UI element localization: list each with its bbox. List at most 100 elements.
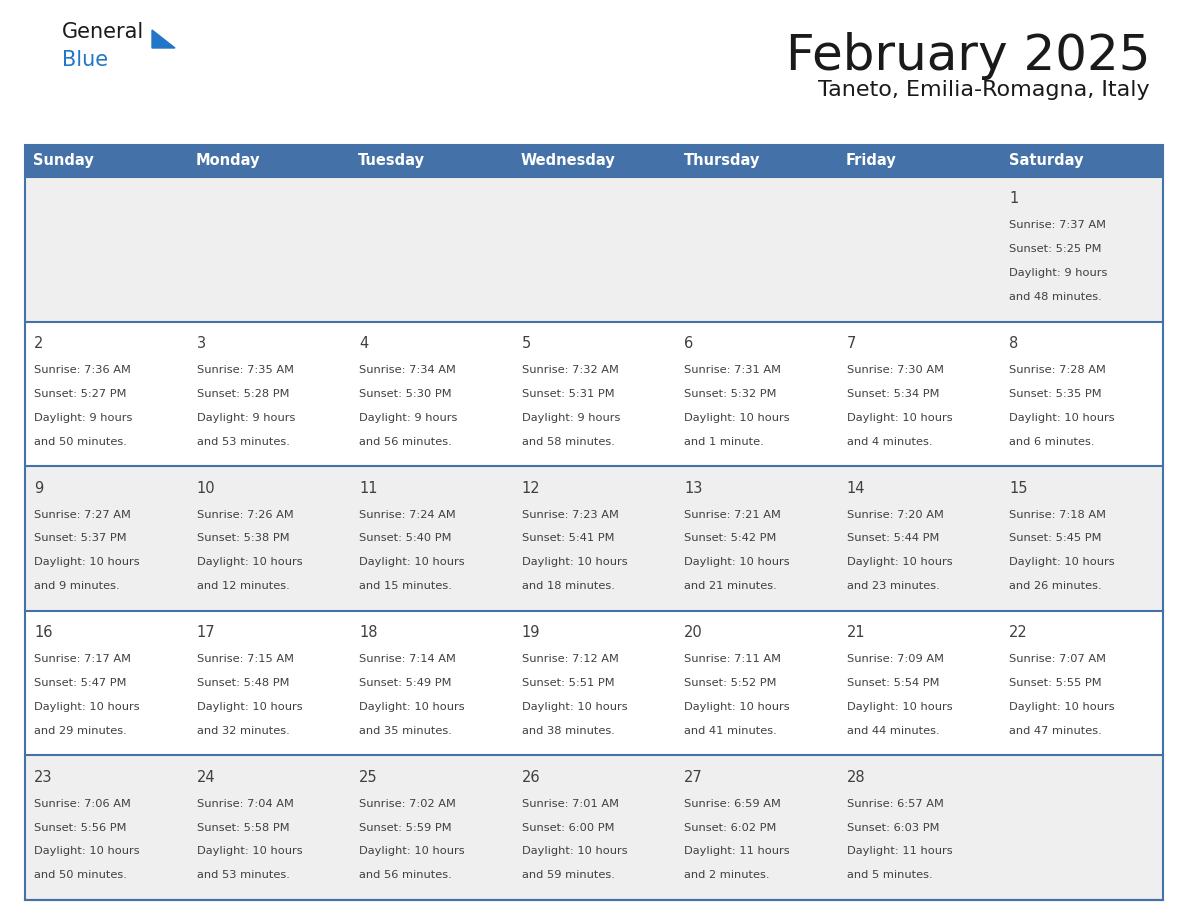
Text: and 53 minutes.: and 53 minutes. bbox=[196, 437, 290, 446]
Text: Daylight: 10 hours: Daylight: 10 hours bbox=[196, 557, 302, 567]
Text: Sunrise: 7:17 AM: Sunrise: 7:17 AM bbox=[34, 655, 131, 665]
Text: 25: 25 bbox=[359, 770, 378, 785]
Text: Daylight: 9 hours: Daylight: 9 hours bbox=[522, 413, 620, 422]
Text: Daylight: 10 hours: Daylight: 10 hours bbox=[359, 557, 465, 567]
Text: Sunrise: 7:01 AM: Sunrise: 7:01 AM bbox=[522, 799, 619, 809]
Text: Sunrise: 7:32 AM: Sunrise: 7:32 AM bbox=[522, 365, 619, 375]
Text: Sunrise: 7:31 AM: Sunrise: 7:31 AM bbox=[684, 365, 782, 375]
Text: Daylight: 10 hours: Daylight: 10 hours bbox=[359, 846, 465, 856]
Text: Daylight: 10 hours: Daylight: 10 hours bbox=[847, 413, 953, 422]
Text: Daylight: 10 hours: Daylight: 10 hours bbox=[522, 557, 627, 567]
Text: Sunset: 5:59 PM: Sunset: 5:59 PM bbox=[359, 823, 451, 833]
Text: 6: 6 bbox=[684, 336, 694, 351]
Text: Monday: Monday bbox=[196, 153, 260, 169]
Text: 16: 16 bbox=[34, 625, 52, 640]
Text: Sunrise: 7:18 AM: Sunrise: 7:18 AM bbox=[1010, 509, 1106, 520]
Text: and 35 minutes.: and 35 minutes. bbox=[359, 726, 451, 735]
Text: Daylight: 10 hours: Daylight: 10 hours bbox=[196, 846, 302, 856]
Bar bbox=[25, 466, 1163, 610]
Bar bbox=[25, 177, 1163, 321]
Text: Sunrise: 7:36 AM: Sunrise: 7:36 AM bbox=[34, 365, 131, 375]
Text: February 2025: February 2025 bbox=[785, 32, 1150, 80]
Bar bbox=[25, 321, 1163, 466]
Text: Daylight: 9 hours: Daylight: 9 hours bbox=[1010, 268, 1107, 278]
Text: and 41 minutes.: and 41 minutes. bbox=[684, 726, 777, 735]
Text: and 48 minutes.: and 48 minutes. bbox=[1010, 292, 1102, 302]
Text: Daylight: 10 hours: Daylight: 10 hours bbox=[1010, 413, 1116, 422]
Text: and 18 minutes.: and 18 minutes. bbox=[522, 581, 614, 591]
Text: Daylight: 9 hours: Daylight: 9 hours bbox=[196, 413, 295, 422]
Text: 26: 26 bbox=[522, 770, 541, 785]
Text: Taneto, Emilia-Romagna, Italy: Taneto, Emilia-Romagna, Italy bbox=[819, 80, 1150, 100]
Text: 3: 3 bbox=[196, 336, 206, 351]
Text: Daylight: 11 hours: Daylight: 11 hours bbox=[684, 846, 790, 856]
Text: Sunrise: 7:28 AM: Sunrise: 7:28 AM bbox=[1010, 365, 1106, 375]
Text: Friday: Friday bbox=[846, 153, 897, 169]
Text: Blue: Blue bbox=[62, 50, 108, 70]
Text: Sunset: 6:03 PM: Sunset: 6:03 PM bbox=[847, 823, 940, 833]
Text: Sunset: 5:35 PM: Sunset: 5:35 PM bbox=[1010, 389, 1102, 398]
Text: and 53 minutes.: and 53 minutes. bbox=[196, 870, 290, 880]
Text: and 6 minutes.: and 6 minutes. bbox=[1010, 437, 1095, 446]
Text: Sunrise: 7:27 AM: Sunrise: 7:27 AM bbox=[34, 509, 131, 520]
Text: and 56 minutes.: and 56 minutes. bbox=[359, 870, 451, 880]
Text: Sunset: 5:42 PM: Sunset: 5:42 PM bbox=[684, 533, 777, 543]
Text: Sunset: 5:25 PM: Sunset: 5:25 PM bbox=[1010, 244, 1102, 254]
Text: Sunrise: 7:24 AM: Sunrise: 7:24 AM bbox=[359, 509, 456, 520]
Text: Sunrise: 7:07 AM: Sunrise: 7:07 AM bbox=[1010, 655, 1106, 665]
Text: 15: 15 bbox=[1010, 481, 1028, 496]
Text: Sunset: 5:47 PM: Sunset: 5:47 PM bbox=[34, 678, 126, 688]
Text: Sunset: 5:37 PM: Sunset: 5:37 PM bbox=[34, 533, 127, 543]
Bar bbox=[25, 145, 1163, 900]
Text: Sunset: 5:54 PM: Sunset: 5:54 PM bbox=[847, 678, 940, 688]
Bar bbox=[25, 610, 1163, 756]
Text: Sunrise: 7:23 AM: Sunrise: 7:23 AM bbox=[522, 509, 619, 520]
Text: Daylight: 10 hours: Daylight: 10 hours bbox=[847, 557, 953, 567]
Text: and 26 minutes.: and 26 minutes. bbox=[1010, 581, 1102, 591]
Text: and 15 minutes.: and 15 minutes. bbox=[359, 581, 451, 591]
Text: Daylight: 10 hours: Daylight: 10 hours bbox=[684, 557, 790, 567]
Text: Sunset: 5:34 PM: Sunset: 5:34 PM bbox=[847, 389, 940, 398]
Text: and 9 minutes.: and 9 minutes. bbox=[34, 581, 120, 591]
Text: 24: 24 bbox=[196, 770, 215, 785]
Text: Sunrise: 7:26 AM: Sunrise: 7:26 AM bbox=[196, 509, 293, 520]
Text: and 23 minutes.: and 23 minutes. bbox=[847, 581, 940, 591]
Text: 19: 19 bbox=[522, 625, 541, 640]
Text: Sunset: 5:40 PM: Sunset: 5:40 PM bbox=[359, 533, 451, 543]
Text: Sunset: 5:52 PM: Sunset: 5:52 PM bbox=[684, 678, 777, 688]
Text: 23: 23 bbox=[34, 770, 52, 785]
Text: 8: 8 bbox=[1010, 336, 1018, 351]
Text: 13: 13 bbox=[684, 481, 702, 496]
Text: Sunset: 5:31 PM: Sunset: 5:31 PM bbox=[522, 389, 614, 398]
Text: 4: 4 bbox=[359, 336, 368, 351]
Text: Sunset: 5:44 PM: Sunset: 5:44 PM bbox=[847, 533, 940, 543]
Text: Sunset: 5:28 PM: Sunset: 5:28 PM bbox=[196, 389, 289, 398]
Text: 11: 11 bbox=[359, 481, 378, 496]
Text: and 32 minutes.: and 32 minutes. bbox=[196, 726, 289, 735]
Text: and 50 minutes.: and 50 minutes. bbox=[34, 437, 127, 446]
Text: 10: 10 bbox=[196, 481, 215, 496]
Text: Sunset: 5:48 PM: Sunset: 5:48 PM bbox=[196, 678, 289, 688]
Text: Daylight: 10 hours: Daylight: 10 hours bbox=[34, 557, 139, 567]
Text: 21: 21 bbox=[847, 625, 865, 640]
Bar bbox=[25, 756, 1163, 900]
Text: Daylight: 11 hours: Daylight: 11 hours bbox=[847, 846, 953, 856]
Text: Sunset: 5:45 PM: Sunset: 5:45 PM bbox=[1010, 533, 1102, 543]
Text: Sunrise: 7:35 AM: Sunrise: 7:35 AM bbox=[196, 365, 293, 375]
Text: 1: 1 bbox=[1010, 192, 1018, 207]
Text: 18: 18 bbox=[359, 625, 378, 640]
Text: and 44 minutes.: and 44 minutes. bbox=[847, 726, 940, 735]
Text: Daylight: 10 hours: Daylight: 10 hours bbox=[522, 702, 627, 711]
Text: 14: 14 bbox=[847, 481, 865, 496]
Text: Sunset: 5:51 PM: Sunset: 5:51 PM bbox=[522, 678, 614, 688]
Text: 17: 17 bbox=[196, 625, 215, 640]
Text: 12: 12 bbox=[522, 481, 541, 496]
Text: Daylight: 9 hours: Daylight: 9 hours bbox=[359, 413, 457, 422]
Text: Sunset: 5:38 PM: Sunset: 5:38 PM bbox=[196, 533, 289, 543]
Text: Daylight: 10 hours: Daylight: 10 hours bbox=[34, 846, 139, 856]
Text: Sunrise: 7:11 AM: Sunrise: 7:11 AM bbox=[684, 655, 782, 665]
Text: 27: 27 bbox=[684, 770, 703, 785]
Text: Daylight: 10 hours: Daylight: 10 hours bbox=[684, 413, 790, 422]
Polygon shape bbox=[152, 30, 175, 48]
Text: Daylight: 10 hours: Daylight: 10 hours bbox=[196, 702, 302, 711]
